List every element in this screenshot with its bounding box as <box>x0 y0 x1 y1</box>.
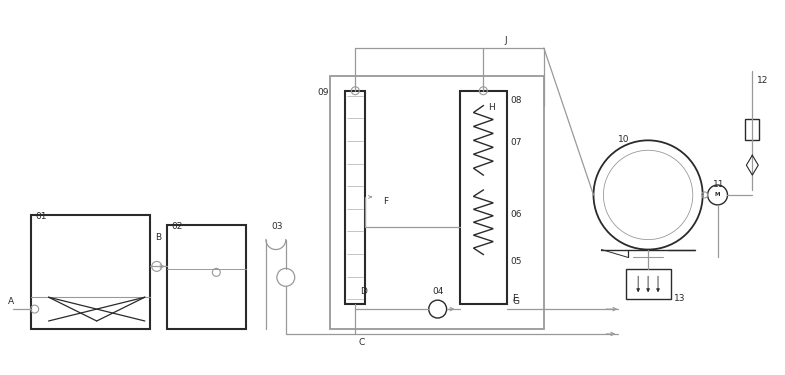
Text: 09: 09 <box>318 88 329 97</box>
Text: E: E <box>512 294 518 303</box>
Bar <box>31 215 150 329</box>
Text: 10: 10 <box>619 135 630 144</box>
Text: H: H <box>488 103 495 112</box>
Bar <box>746 118 759 140</box>
Text: 08: 08 <box>510 96 521 105</box>
Bar <box>330 76 544 329</box>
Text: F: F <box>383 197 389 206</box>
Text: 05: 05 <box>510 258 521 267</box>
Text: 12: 12 <box>758 76 769 85</box>
Text: 06: 06 <box>510 210 521 219</box>
Text: C: C <box>358 338 364 347</box>
Text: A: A <box>8 297 14 306</box>
Text: 02: 02 <box>172 222 183 231</box>
Bar <box>626 269 671 299</box>
Bar <box>166 225 246 329</box>
Text: 11: 11 <box>713 180 724 189</box>
Bar <box>345 91 365 304</box>
Text: 01: 01 <box>35 212 47 221</box>
Text: 07: 07 <box>510 138 521 147</box>
Bar <box>459 91 507 304</box>
Text: 04: 04 <box>433 287 444 296</box>
Text: D: D <box>360 287 367 296</box>
Text: G: G <box>512 297 519 306</box>
Text: B: B <box>155 232 161 242</box>
Text: 13: 13 <box>674 294 685 303</box>
Text: J: J <box>504 36 507 45</box>
Text: M: M <box>715 192 721 198</box>
Text: 03: 03 <box>271 222 283 231</box>
